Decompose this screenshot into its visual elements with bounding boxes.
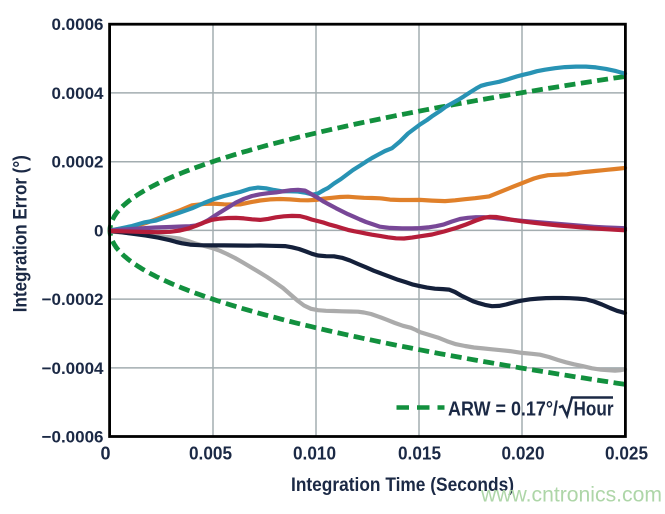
svg-text:www.cntronics.com: www.cntronics.com <box>480 484 662 507</box>
svg-text:0: 0 <box>100 444 110 464</box>
svg-text:Hour: Hour <box>574 398 614 421</box>
svg-text:0.0002: 0.0002 <box>52 153 104 172</box>
svg-text:−0.0006: −0.0006 <box>42 428 104 447</box>
svg-text:0: 0 <box>94 221 103 240</box>
svg-text:−0.0004: −0.0004 <box>42 359 104 378</box>
svg-text:0.015: 0.015 <box>398 444 441 464</box>
svg-text:0.010: 0.010 <box>293 444 336 464</box>
svg-text:ARW = 0.17°/: ARW = 0.17°/ <box>448 398 558 421</box>
svg-text:0.020: 0.020 <box>502 444 545 464</box>
svg-text:0.025: 0.025 <box>605 444 648 464</box>
svg-text:Integration Time (Seconds): Integration Time (Seconds) <box>291 474 514 496</box>
svg-text:−0.0002: −0.0002 <box>42 290 104 309</box>
svg-text:Integration Error (°): Integration Error (°) <box>10 155 32 312</box>
svg-text:0.0004: 0.0004 <box>52 84 105 103</box>
svg-text:0.0006: 0.0006 <box>52 15 104 34</box>
svg-text:0.005: 0.005 <box>189 444 232 464</box>
